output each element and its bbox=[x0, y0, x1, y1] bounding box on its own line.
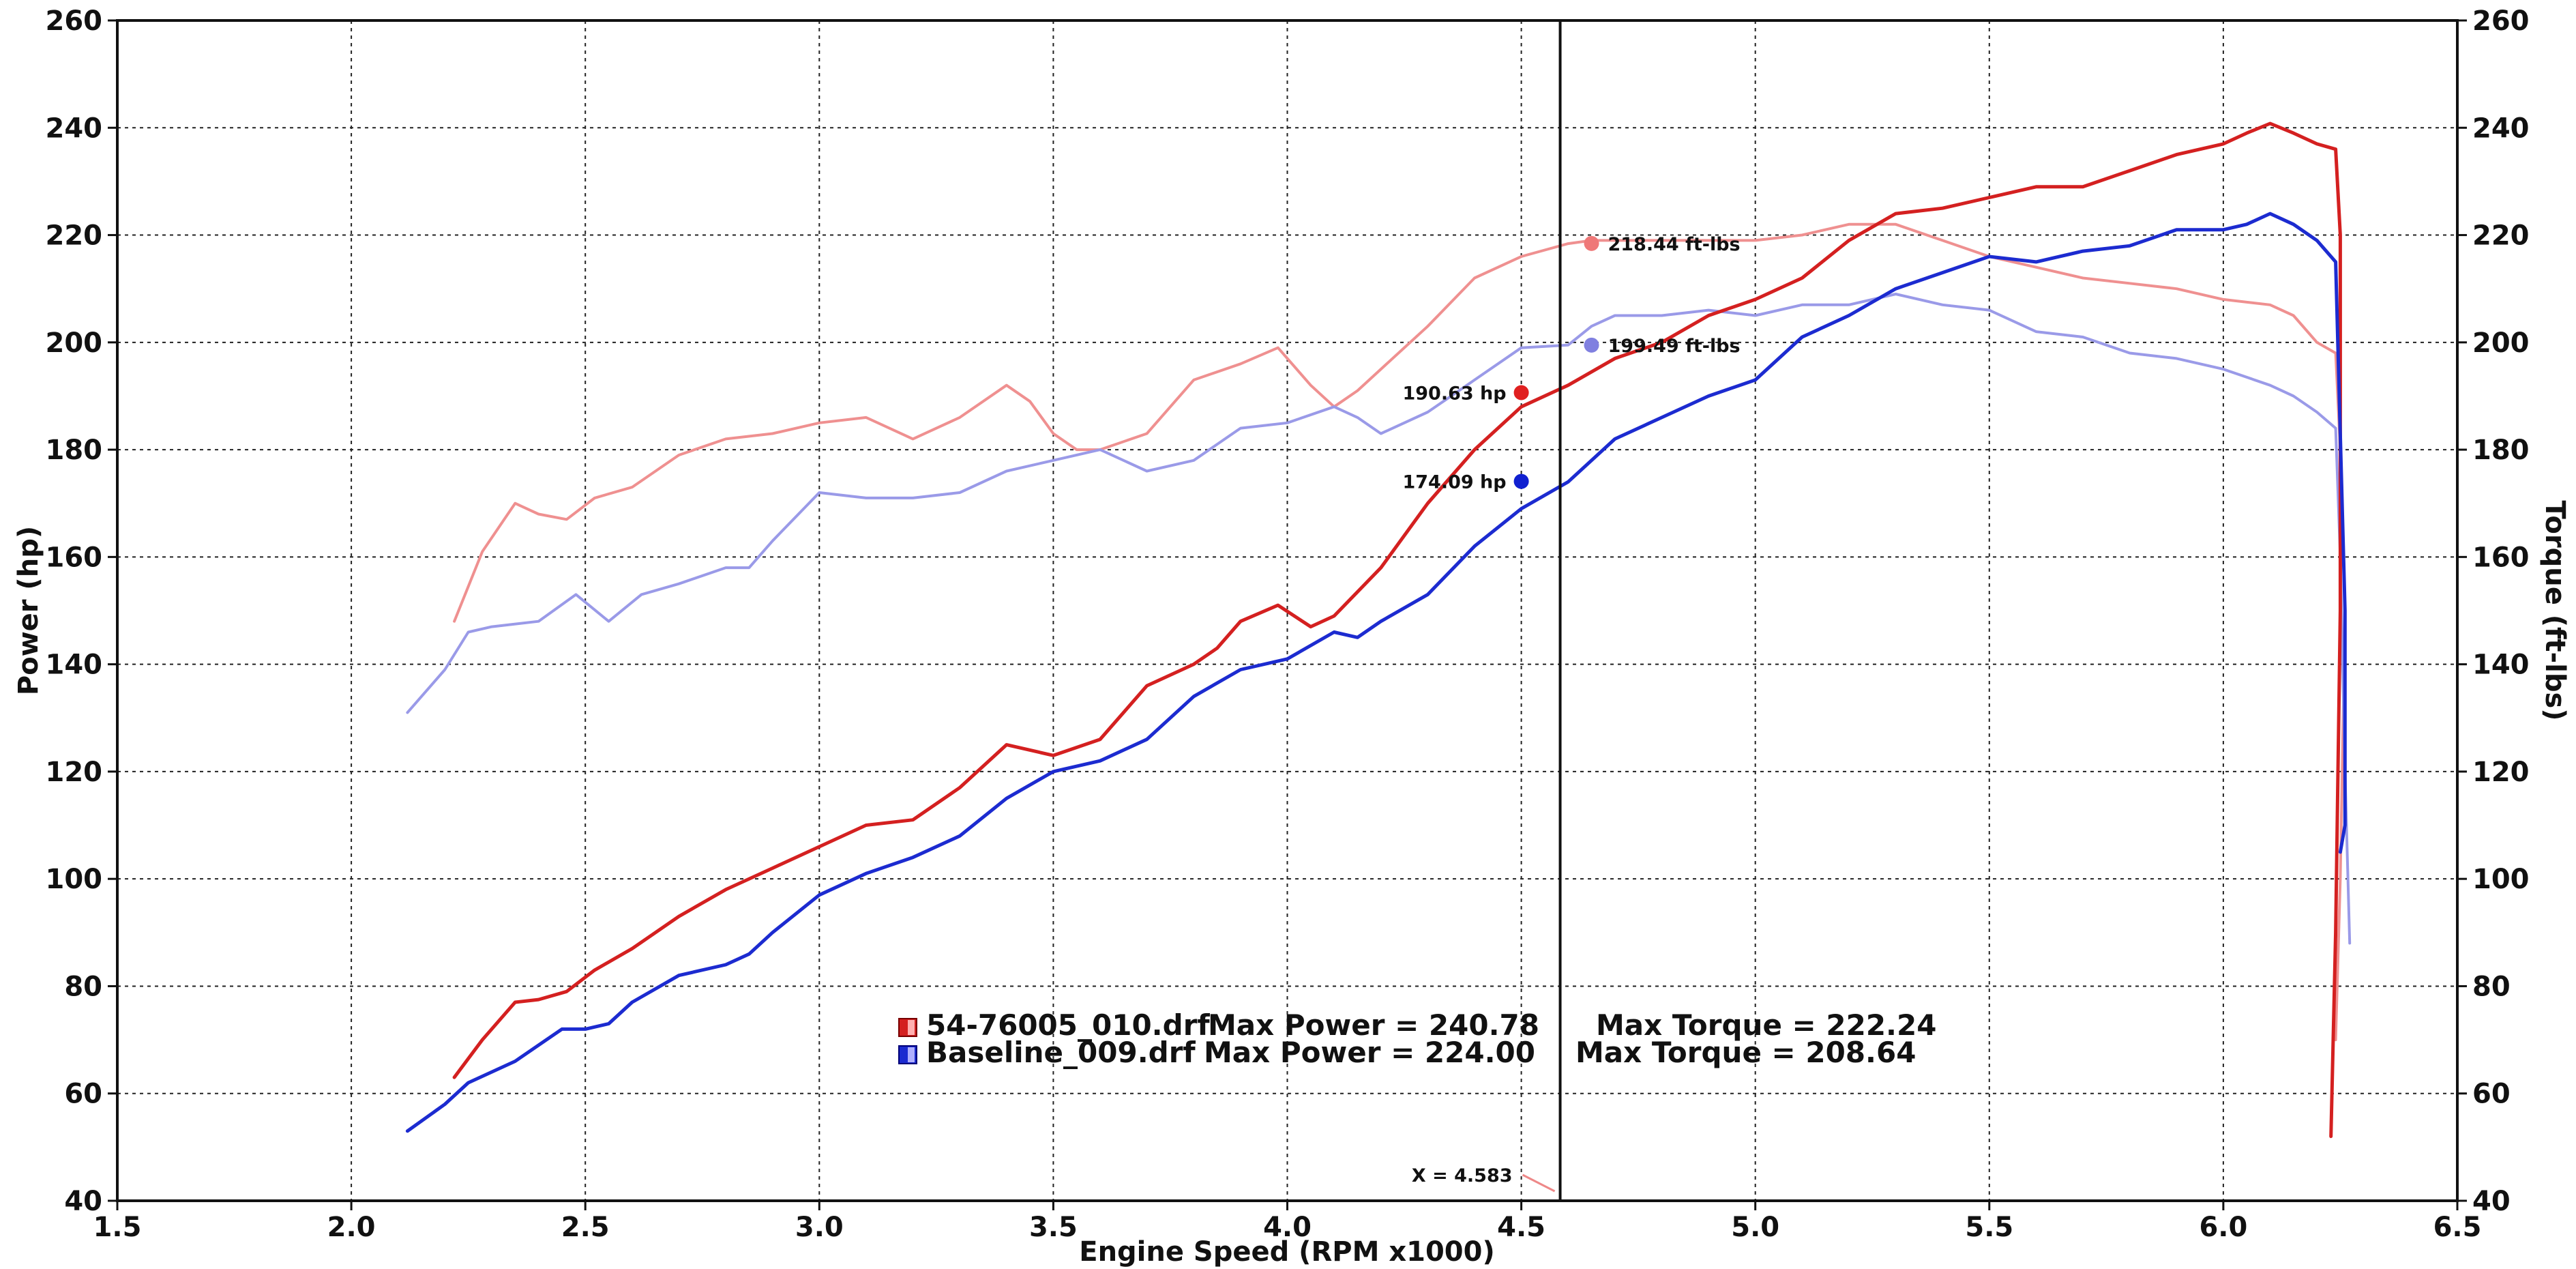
y-tick-label-right: 240 bbox=[2472, 113, 2530, 144]
y-tick-label-left: 40 bbox=[64, 1186, 102, 1217]
x-axis-title: Engine Speed (RPM x1000) bbox=[1079, 1236, 1494, 1268]
legend-file-2: Baseline_009.drf bbox=[926, 1036, 1196, 1069]
cursor-label: X = 4.583 bbox=[1412, 1165, 1513, 1186]
annotation-marker bbox=[1584, 338, 1599, 353]
annotation-label: 174.09 hp bbox=[1402, 472, 1506, 493]
y-tick-label-left: 140 bbox=[46, 650, 103, 681]
annotation-label: 199.49 ft-lbs bbox=[1608, 336, 1741, 357]
x-tick-label: 5.0 bbox=[1731, 1212, 1779, 1243]
y-tick-label-left: 220 bbox=[46, 220, 103, 252]
y-tick-label-right: 140 bbox=[2472, 650, 2530, 681]
legend-swatch-1-highlight bbox=[908, 1020, 915, 1035]
y-tick-label-left: 60 bbox=[64, 1079, 102, 1110]
annotation-label: 218.44 ft-lbs bbox=[1608, 234, 1741, 255]
legend: 54-76005_010.drf Max Power = 240.78 Max … bbox=[899, 1008, 1936, 1069]
x-tick-label: 2.5 bbox=[561, 1212, 610, 1243]
y-tick-label-right: 160 bbox=[2472, 542, 2530, 573]
legend-max-power-2: Max Power = 224.00 bbox=[1204, 1036, 1535, 1069]
y-tick-label-left: 180 bbox=[46, 435, 103, 466]
y-tick-label-right: 180 bbox=[2472, 435, 2530, 466]
x-tick-label: 4.5 bbox=[1497, 1212, 1545, 1243]
y-tick-label-left: 240 bbox=[46, 113, 103, 144]
x-tick-label: 3.5 bbox=[1029, 1212, 1078, 1243]
y-axis-right-title: Torque (ft-lbs) bbox=[2539, 500, 2571, 720]
y-tick-label-right: 40 bbox=[2472, 1186, 2511, 1217]
y-tick-label-left: 120 bbox=[46, 757, 103, 788]
y-tick-label-right: 260 bbox=[2472, 5, 2530, 37]
legend-entry-2: Baseline_009.drf Max Power = 224.00 Max … bbox=[899, 1036, 1916, 1069]
y-axis-left-title: Power (hp) bbox=[13, 526, 44, 695]
y-tick-label-left: 260 bbox=[46, 5, 103, 37]
x-tick-label: 5.5 bbox=[1965, 1212, 2013, 1243]
y-tick-label-left: 200 bbox=[46, 327, 103, 359]
y-tick-label-right: 80 bbox=[2472, 971, 2511, 1002]
y-tick-label-left: 160 bbox=[46, 542, 103, 573]
annotation-marker bbox=[1514, 474, 1529, 489]
y-tick-label-right: 120 bbox=[2472, 757, 2530, 788]
y-tick-label-right: 220 bbox=[2472, 220, 2530, 252]
x-tick-label: 6.0 bbox=[2199, 1212, 2247, 1243]
legend-max-torque-2: Max Torque = 208.64 bbox=[1575, 1036, 1916, 1069]
x-tick-label: 2.0 bbox=[327, 1212, 376, 1243]
legend-swatch-2-highlight bbox=[908, 1047, 915, 1062]
annotation-marker bbox=[1514, 385, 1529, 400]
y-tick-label-right: 60 bbox=[2472, 1079, 2511, 1110]
y-tick-label-right: 200 bbox=[2472, 327, 2530, 359]
y-tick-label-left: 100 bbox=[46, 864, 103, 895]
y-tick-label-left: 80 bbox=[64, 971, 102, 1002]
y-tick-label-right: 100 bbox=[2472, 864, 2530, 895]
annotation-label: 190.63 hp bbox=[1402, 383, 1506, 405]
x-tick-label: 3.0 bbox=[795, 1212, 844, 1243]
annotation-marker bbox=[1584, 236, 1599, 251]
